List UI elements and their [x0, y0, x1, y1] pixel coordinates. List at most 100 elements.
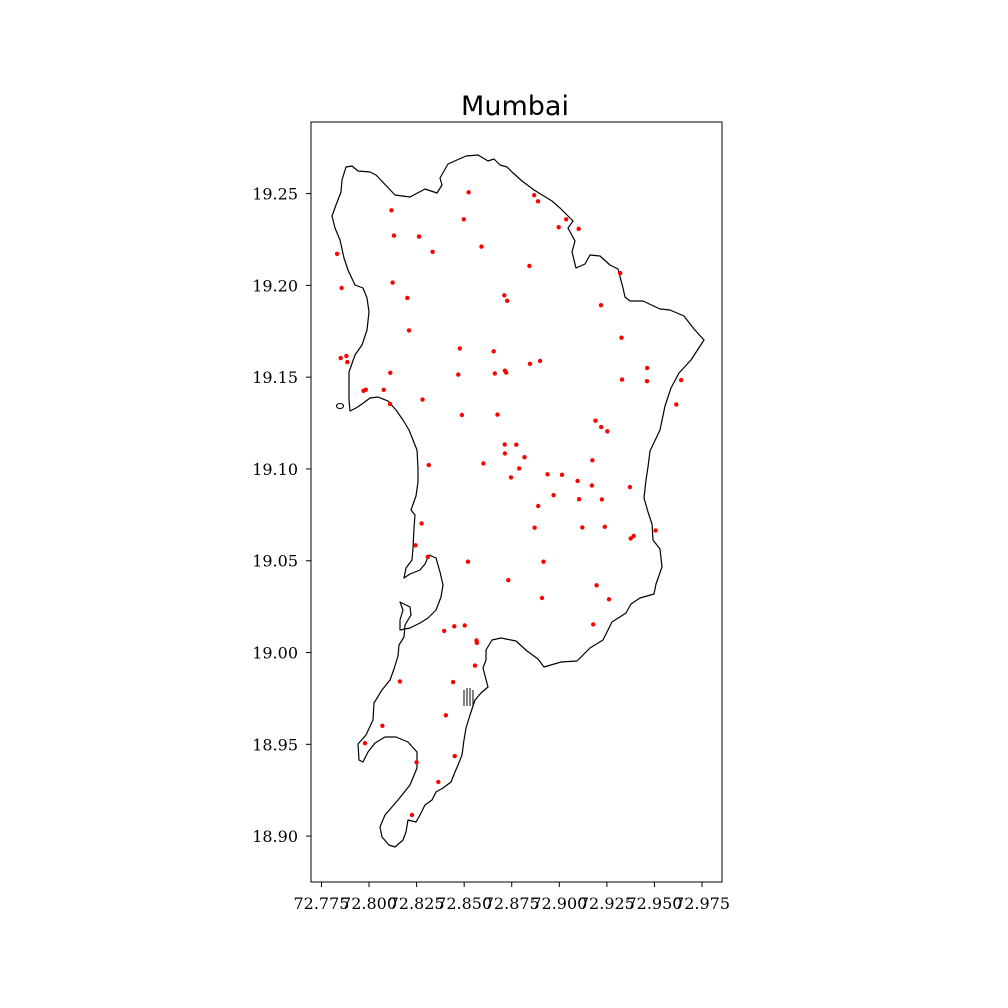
station-point: [591, 622, 596, 627]
station-point: [559, 472, 565, 477]
station-point: [598, 303, 604, 308]
station-point: [334, 251, 340, 256]
station-point: [678, 377, 684, 383]
y-tick-label: 19.25: [252, 185, 298, 204]
station-point: [481, 461, 486, 466]
station-point: [389, 208, 394, 213]
station-point: [576, 497, 582, 502]
station-point: [504, 370, 509, 375]
station-point: [462, 623, 467, 628]
station-point: [502, 293, 507, 298]
station-point: [522, 455, 527, 460]
station-point: [381, 387, 386, 392]
station-point: [535, 199, 541, 204]
chart-title: Mumbai: [461, 91, 569, 122]
station-point: [506, 578, 511, 583]
station-point: [551, 493, 556, 498]
station-point: [508, 475, 514, 480]
station-point: [653, 528, 658, 533]
y-tick-label: 19.10: [252, 460, 298, 479]
station-point: [576, 226, 581, 231]
station-point: [674, 402, 679, 407]
station-point: [645, 365, 650, 371]
station-point: [619, 377, 625, 382]
station-point: [450, 679, 456, 685]
x-tick-label: 72.950: [626, 894, 682, 913]
y-tick-label: 19.05: [252, 552, 298, 571]
station-point: [459, 412, 465, 418]
station-point: [344, 353, 349, 359]
y-tick-label: 18.90: [252, 827, 298, 846]
station-point: [457, 346, 462, 351]
x-tick-label: 72.875: [484, 894, 540, 913]
station-point: [541, 559, 546, 564]
station-point: [465, 559, 471, 564]
station-point: [599, 497, 605, 502]
station-point: [644, 379, 650, 384]
station-point: [502, 442, 507, 447]
station-point: [602, 524, 607, 529]
station-point: [564, 217, 569, 222]
station-point: [575, 478, 580, 484]
station-point: [532, 193, 537, 198]
x-tick-label: 72.925: [579, 894, 635, 913]
station-point: [527, 361, 533, 366]
station-point: [532, 525, 537, 530]
station-point: [474, 640, 480, 645]
station-point: [627, 484, 633, 490]
x-tick-label: 72.825: [389, 894, 445, 913]
station-point: [631, 533, 636, 539]
station-point: [619, 335, 624, 340]
station-points: [334, 190, 684, 818]
station-point: [391, 233, 397, 238]
mumbai-boundary: [331, 154, 705, 848]
station-point: [479, 244, 484, 249]
x-tick-label: 72.775: [293, 894, 349, 913]
station-point: [442, 628, 447, 634]
x-axis: 72.77572.80072.82572.85072.87572.90072.9…: [293, 882, 730, 913]
station-point: [413, 543, 418, 548]
station-point: [537, 358, 543, 364]
y-tick-label: 18.95: [252, 735, 298, 754]
station-point: [594, 583, 599, 588]
station-point: [419, 521, 424, 526]
station-point: [628, 536, 633, 541]
station-point: [338, 355, 343, 361]
small-island: [335, 402, 345, 410]
station-point: [466, 190, 471, 195]
station-point: [397, 679, 403, 684]
station-point: [430, 249, 435, 254]
station-point: [452, 753, 457, 759]
station-point: [505, 298, 510, 303]
docks: [463, 688, 474, 706]
station-point: [443, 713, 449, 718]
station-point: [388, 370, 393, 375]
y-tick-label: 19.15: [252, 368, 298, 387]
station-point: [339, 285, 344, 291]
plot-frame: [310, 121, 723, 883]
station-point: [345, 359, 350, 365]
station-point: [420, 397, 425, 402]
station-point: [539, 595, 545, 601]
station-point: [461, 217, 466, 222]
station-point: [593, 418, 598, 423]
x-tick-label: 72.900: [531, 894, 587, 913]
station-point: [390, 280, 395, 285]
station-point: [425, 554, 430, 560]
station-point: [387, 401, 393, 407]
station-point: [589, 483, 595, 488]
station-point: [590, 458, 595, 463]
station-point: [416, 234, 422, 239]
station-point: [452, 624, 457, 629]
station-point: [363, 387, 368, 392]
y-tick-label: 19.20: [252, 276, 298, 295]
station-point: [409, 812, 415, 818]
x-tick-label: 72.975: [674, 894, 730, 913]
station-point: [491, 349, 496, 354]
station-point: [580, 525, 585, 530]
station-point: [495, 412, 500, 417]
station-point: [492, 371, 497, 376]
station-point: [556, 225, 561, 230]
station-point: [436, 779, 441, 785]
